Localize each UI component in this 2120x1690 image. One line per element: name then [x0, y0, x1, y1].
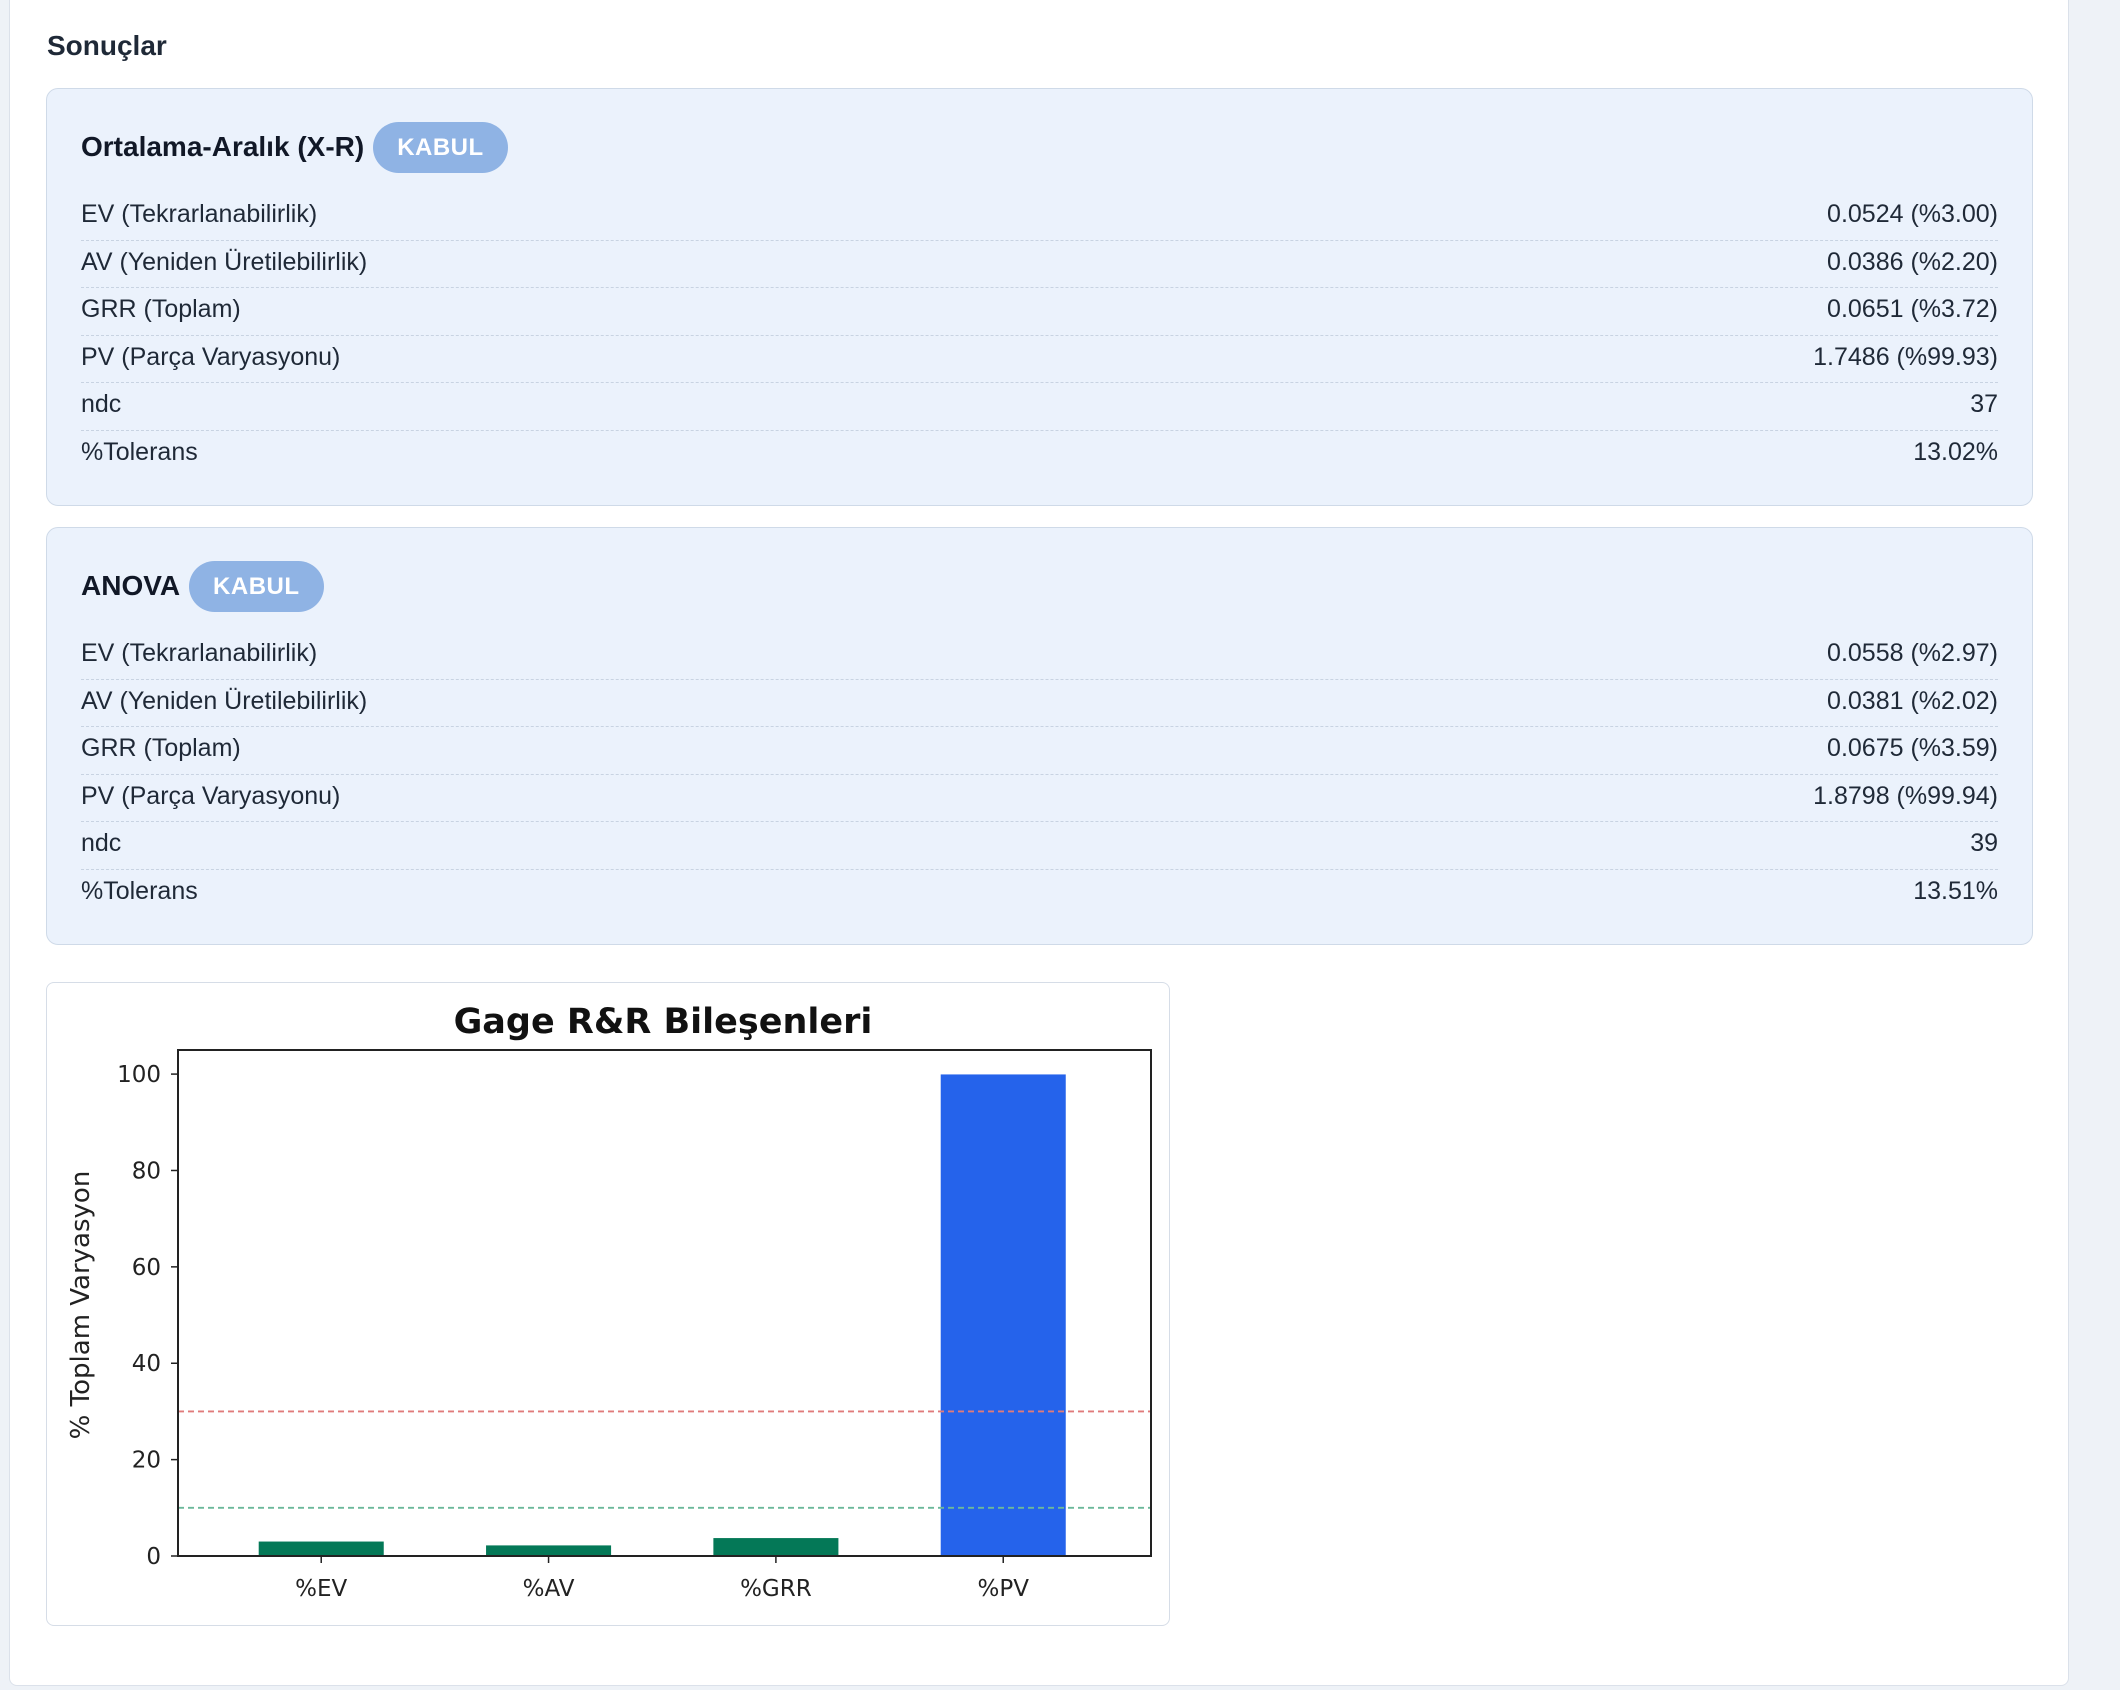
bar-av	[486, 1545, 612, 1556]
y-tick-label: 80	[132, 1158, 161, 1184]
metric-value: 0.0675 (%3.59)	[1827, 734, 1998, 763]
section-title: Sonuçlar	[47, 30, 167, 61]
metric-label: EV (Tekrarlanabilirlik)	[81, 639, 318, 668]
y-tick-label: 40	[132, 1351, 161, 1377]
xr-results-card: Ortalama-Aralık (X-R) KABUL EV (Tekrarla…	[46, 88, 2033, 506]
anova-row-grr: GRR (Toplam) 0.0675 (%3.59)	[81, 723, 1998, 775]
anova-status-badge: KABUL	[189, 560, 324, 612]
metric-value: 39	[1970, 829, 1998, 858]
metric-value: 0.0386 (%2.20)	[1827, 247, 1998, 276]
plot-area: %EV %AV %GRR %PV 0 20 40 60 80 100	[117, 1049, 1152, 1602]
anova-row-tolerance: %Tolerans 13.51%	[81, 866, 1998, 918]
metric-value: 13.51%	[1913, 877, 1998, 906]
anova-row-pv: PV (Parça Varyasyonu) 1.8798 (%99.94)	[81, 771, 1998, 822]
anova-row-ndc: ndc 39	[81, 818, 1998, 870]
xr-card-header: Ortalama-Aralık (X-R) KABUL	[81, 89, 1998, 193]
metric-label: ndc	[81, 829, 122, 858]
xr-row-tolerance: %Tolerans 13.02%	[81, 427, 1998, 479]
metric-value: 1.8798 (%99.94)	[1813, 781, 1998, 810]
metric-label: %Tolerans	[81, 438, 198, 467]
xr-status-badge: KABUL	[373, 121, 508, 173]
metric-label: AV (Yeniden Üretilebilirlik)	[81, 247, 368, 276]
plot-frame	[177, 1049, 1152, 1557]
metric-value: 0.0558 (%2.97)	[1827, 639, 1998, 668]
anova-results-card: ANOVA KABUL EV (Tekrarlanabilirlik) 0.05…	[46, 527, 2033, 945]
anova-card-title: ANOVA	[81, 570, 181, 601]
gage-rr-chart-card: Gage R&R Bileşenleri % Toplam Varyasyon …	[46, 982, 1170, 1626]
y-tick-label: 60	[132, 1255, 161, 1281]
xr-row-av: AV (Yeniden Üretilebilirlik) 0.0386 (%2.…	[81, 237, 1998, 288]
metric-label: PV (Parça Varyasyonu)	[81, 342, 341, 371]
metric-value: 37	[1970, 390, 1998, 419]
xr-card-title: Ortalama-Aralık (X-R)	[81, 131, 365, 162]
metric-label: %Tolerans	[81, 877, 198, 906]
y-tick-label: 20	[132, 1448, 161, 1474]
metric-label: AV (Yeniden Üretilebilirlik)	[81, 686, 368, 715]
bar-ev	[258, 1541, 384, 1556]
xr-row-ndc: ndc 37	[81, 379, 1998, 431]
x-tick-label: %GRR	[740, 1576, 812, 1602]
y-tick-label: 0	[146, 1544, 161, 1570]
metric-value: 13.02%	[1913, 438, 1998, 467]
metric-label: ndc	[81, 390, 122, 419]
metric-value: 0.0381 (%2.02)	[1827, 686, 1998, 715]
bar-grr	[713, 1538, 839, 1556]
bar-pv	[940, 1074, 1066, 1556]
anova-card-header: ANOVA KABUL	[81, 528, 1998, 632]
metric-value: 1.7486 (%99.93)	[1813, 342, 1998, 371]
y-axis-label: % Toplam Varyasyon	[66, 1171, 96, 1440]
xr-row-pv: PV (Parça Varyasyonu) 1.7486 (%99.93)	[81, 332, 1998, 383]
metric-label: EV (Tekrarlanabilirlik)	[81, 200, 318, 229]
anova-row-av: AV (Yeniden Üretilebilirlik) 0.0381 (%2.…	[81, 676, 1998, 727]
anova-row-ev: EV (Tekrarlanabilirlik) 0.0558 (%2.97)	[81, 628, 1998, 680]
metric-label: GRR (Toplam)	[81, 295, 241, 324]
chart-title: Gage R&R Bileşenleri	[454, 1002, 873, 1042]
y-tick-label: 100	[117, 1062, 161, 1088]
x-tick-label: %PV	[977, 1576, 1029, 1602]
metric-label: PV (Parça Varyasyonu)	[81, 781, 341, 810]
xr-row-ev: EV (Tekrarlanabilirlik) 0.0524 (%3.00)	[81, 189, 1998, 241]
metric-value: 0.0524 (%3.00)	[1827, 200, 1998, 229]
metric-label: GRR (Toplam)	[81, 734, 241, 763]
metric-value: 0.0651 (%3.72)	[1827, 295, 1998, 324]
gage-rr-chart: Gage R&R Bileşenleri % Toplam Varyasyon …	[66, 1002, 1152, 1602]
x-tick-label: %AV	[523, 1576, 575, 1602]
xr-row-grr: GRR (Toplam) 0.0651 (%3.72)	[81, 284, 1998, 336]
x-tick-label: %EV	[295, 1576, 347, 1602]
